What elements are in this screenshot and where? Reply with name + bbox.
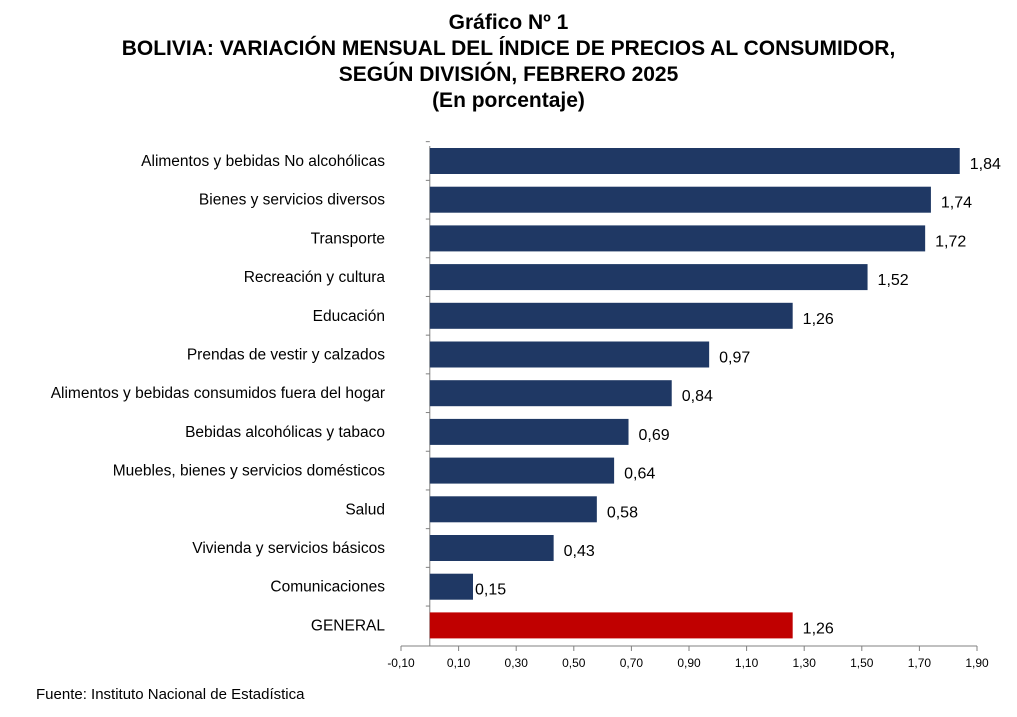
- bar: [429, 535, 554, 561]
- category-label: Muebles, bienes y servicios domésticos: [113, 463, 385, 480]
- bar: [429, 341, 710, 368]
- chart-title-main-cont: SEGÚN DIVISIÓN, FEBRERO 2025: [338, 63, 679, 86]
- value-label: 1,26: [803, 620, 834, 637]
- chart-title-number: Gráfico Nº 1: [448, 11, 569, 34]
- value-label: 1,84: [970, 156, 1001, 173]
- bar: [429, 380, 672, 407]
- category-label: Vivienda y servicios básicos: [192, 540, 385, 557]
- category-label: Alimentos y bebidas consumidos fuera del…: [51, 385, 385, 402]
- bar: [429, 264, 868, 291]
- category-label: Bienes y servicios diversos: [199, 192, 385, 209]
- value-label: 0,43: [564, 543, 595, 560]
- value-label: 1,26: [803, 311, 834, 328]
- x-tick-label: 1,50: [850, 656, 874, 670]
- bar: [429, 496, 597, 523]
- x-tick-label: -0,10: [387, 656, 415, 670]
- value-label: 1,72: [935, 233, 966, 250]
- x-tick-label: 0,30: [505, 656, 529, 670]
- value-label: 0,15: [475, 582, 506, 599]
- value-label: 0,58: [607, 504, 638, 521]
- bar: [429, 148, 960, 174]
- chart-subtitle: (En porcentaje): [432, 89, 585, 112]
- bar: [429, 418, 629, 445]
- category-label: Transporte: [311, 230, 385, 247]
- value-label: 1,74: [941, 195, 972, 212]
- x-tick-label: 0,10: [447, 656, 471, 670]
- x-tick-label: 1,90: [965, 656, 989, 670]
- category-label: Recreación y cultura: [244, 269, 386, 286]
- value-label: 1,52: [878, 272, 909, 289]
- x-tick-label: 0,50: [562, 656, 586, 670]
- x-tick-label: 1,70: [908, 656, 932, 670]
- x-tick-label: 1,30: [793, 656, 817, 670]
- bar: [429, 186, 931, 213]
- category-label: Salud: [345, 501, 385, 518]
- category-label: Comunicaciones: [270, 579, 385, 596]
- bar: [429, 302, 793, 329]
- value-label: 0,84: [682, 388, 713, 405]
- bar: [429, 457, 615, 484]
- category-label: Bebidas alcohólicas y tabaco: [185, 424, 385, 441]
- x-tick-label: 0,70: [620, 656, 644, 670]
- value-label: 0,97: [719, 350, 750, 367]
- value-label: 0,64: [624, 466, 655, 483]
- category-label: Prendas de vestir y calzados: [187, 347, 385, 364]
- category-label: GENERAL: [311, 617, 385, 634]
- chart-title-block: Gráfico Nº 1 BOLIVIA: VARIACIÓN MENSUAL …: [0, 10, 1017, 114]
- chart-title-main: BOLIVIA: VARIACIÓN MENSUAL DEL ÍNDICE DE…: [121, 37, 896, 60]
- x-tick-label: 0,90: [677, 656, 701, 670]
- value-label: 0,69: [639, 427, 670, 444]
- bar: [429, 573, 473, 600]
- category-label: Educación: [313, 308, 385, 325]
- bar: [429, 225, 926, 252]
- bar-general: [429, 612, 793, 639]
- source-note: Fuente: Instituto Nacional de Estadístic…: [36, 686, 305, 703]
- x-tick-label: 1,10: [735, 656, 759, 670]
- category-label: Alimentos y bebidas No alcohólicas: [141, 153, 385, 170]
